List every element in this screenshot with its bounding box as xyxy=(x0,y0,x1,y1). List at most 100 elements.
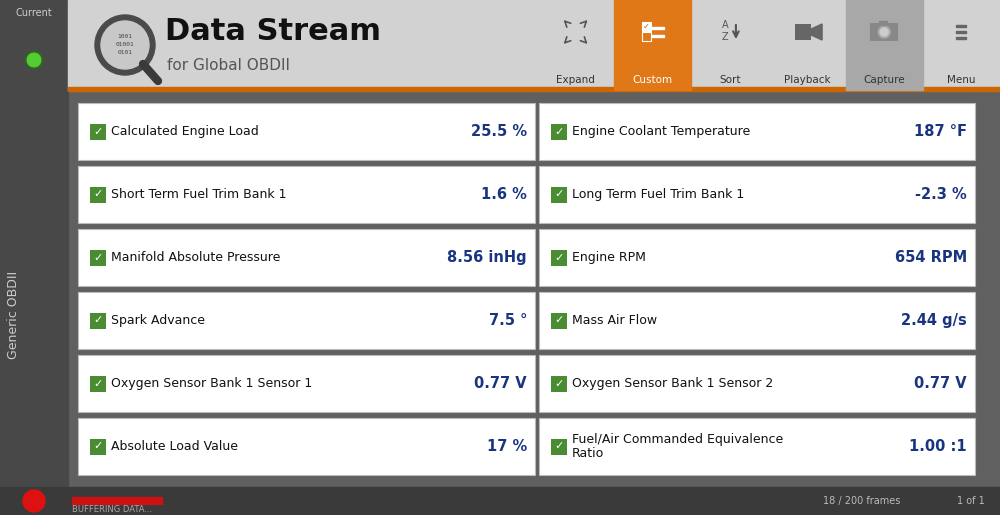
Text: Manifold Absolute Pressure: Manifold Absolute Pressure xyxy=(111,251,280,264)
Bar xyxy=(539,103,975,160)
Bar xyxy=(539,418,975,475)
Bar xyxy=(78,166,535,223)
Bar xyxy=(539,166,975,223)
Text: BUFFERING DATA...: BUFFERING DATA... xyxy=(72,505,152,513)
Text: ✓: ✓ xyxy=(93,441,103,452)
Text: 0.77 V: 0.77 V xyxy=(914,376,967,391)
Text: Engine Coolant Temperature: Engine Coolant Temperature xyxy=(572,125,750,138)
Text: Menu: Menu xyxy=(947,75,976,85)
Text: Generic OBDII: Generic OBDII xyxy=(7,271,21,359)
Text: Custom: Custom xyxy=(633,75,673,85)
Bar xyxy=(551,375,567,391)
Bar xyxy=(78,166,535,223)
Bar xyxy=(846,0,923,90)
Circle shape xyxy=(95,15,155,75)
Text: -2.3 %: -2.3 % xyxy=(915,187,967,202)
Text: ✓: ✓ xyxy=(93,379,103,388)
Bar xyxy=(956,31,966,33)
Text: Oxygen Sensor Bank 1 Sensor 2: Oxygen Sensor Bank 1 Sensor 2 xyxy=(572,377,773,390)
Text: 8.56 inHg: 8.56 inHg xyxy=(447,250,527,265)
Bar xyxy=(0,0,68,515)
Bar xyxy=(551,249,567,266)
Text: 25.5 %: 25.5 % xyxy=(471,124,527,139)
Bar xyxy=(551,438,567,455)
Text: 1 of 1: 1 of 1 xyxy=(957,496,985,506)
Text: ✓: ✓ xyxy=(93,190,103,199)
Text: Absolute Load Value: Absolute Load Value xyxy=(111,440,238,453)
Text: ✓: ✓ xyxy=(643,22,650,31)
Text: Capture: Capture xyxy=(863,75,905,85)
Text: 654 RPM: 654 RPM xyxy=(895,250,967,265)
Text: Calculated Engine Load: Calculated Engine Load xyxy=(111,125,259,138)
Text: Expand: Expand xyxy=(556,75,595,85)
Text: Playback: Playback xyxy=(784,75,830,85)
Bar xyxy=(90,438,106,455)
Polygon shape xyxy=(811,24,822,40)
Bar xyxy=(78,418,535,475)
Circle shape xyxy=(101,21,149,69)
Circle shape xyxy=(880,28,888,36)
Text: ✓: ✓ xyxy=(554,127,564,136)
Text: 0101: 0101 xyxy=(118,49,132,55)
Text: for Global OBDII: for Global OBDII xyxy=(167,58,290,73)
Circle shape xyxy=(878,26,890,38)
Bar xyxy=(539,355,975,412)
Bar xyxy=(652,27,664,29)
Text: 17 %: 17 % xyxy=(487,439,527,454)
Bar xyxy=(78,355,535,412)
Text: Engine RPM: Engine RPM xyxy=(572,251,646,264)
Bar xyxy=(78,292,535,349)
Bar xyxy=(78,103,535,160)
Bar xyxy=(652,35,664,37)
Text: ✓: ✓ xyxy=(554,252,564,263)
Bar xyxy=(90,375,106,391)
Bar xyxy=(90,186,106,202)
Bar xyxy=(539,292,975,349)
Bar xyxy=(551,124,567,140)
Text: 18 / 200 frames: 18 / 200 frames xyxy=(823,496,900,506)
Text: 01001: 01001 xyxy=(116,42,134,46)
Bar xyxy=(614,0,691,90)
Bar xyxy=(78,229,535,286)
Bar xyxy=(551,313,567,329)
Text: 1.6 %: 1.6 % xyxy=(481,187,527,202)
Text: Current: Current xyxy=(16,8,52,18)
Bar xyxy=(539,229,975,286)
Bar xyxy=(0,487,1000,515)
Text: ✓: ✓ xyxy=(554,379,564,388)
Text: Ratio: Ratio xyxy=(572,447,604,460)
Bar xyxy=(90,124,106,140)
Bar xyxy=(956,37,966,39)
Bar xyxy=(68,0,1000,90)
Bar xyxy=(78,355,535,412)
Bar xyxy=(78,418,535,475)
Text: ✓: ✓ xyxy=(93,316,103,325)
Text: Long Term Fuel Trim Bank 1: Long Term Fuel Trim Bank 1 xyxy=(572,188,744,201)
Bar xyxy=(642,22,651,31)
Bar xyxy=(539,418,975,475)
Bar xyxy=(539,166,975,223)
Bar xyxy=(551,186,567,202)
Bar xyxy=(642,32,651,41)
Text: A: A xyxy=(722,20,728,30)
Text: Spark Advance: Spark Advance xyxy=(111,314,205,327)
Bar xyxy=(879,21,887,25)
Bar xyxy=(539,355,975,412)
Circle shape xyxy=(23,490,45,512)
Bar xyxy=(68,87,1000,91)
Text: Z: Z xyxy=(722,32,728,42)
Bar xyxy=(90,313,106,329)
Bar xyxy=(870,23,898,41)
Text: 1.00 :1: 1.00 :1 xyxy=(909,439,967,454)
Text: Sort: Sort xyxy=(719,75,741,85)
Text: Fuel/Air Commanded Equivalence: Fuel/Air Commanded Equivalence xyxy=(572,433,783,446)
Bar xyxy=(78,103,535,160)
Bar xyxy=(90,249,106,266)
Text: Data Stream: Data Stream xyxy=(165,18,381,46)
Text: Oxygen Sensor Bank 1 Sensor 1: Oxygen Sensor Bank 1 Sensor 1 xyxy=(111,377,312,390)
Bar xyxy=(78,229,535,286)
Bar xyxy=(539,229,975,286)
Text: ✓: ✓ xyxy=(554,190,564,199)
Text: ✓: ✓ xyxy=(93,252,103,263)
Text: Mass Air Flow: Mass Air Flow xyxy=(572,314,657,327)
